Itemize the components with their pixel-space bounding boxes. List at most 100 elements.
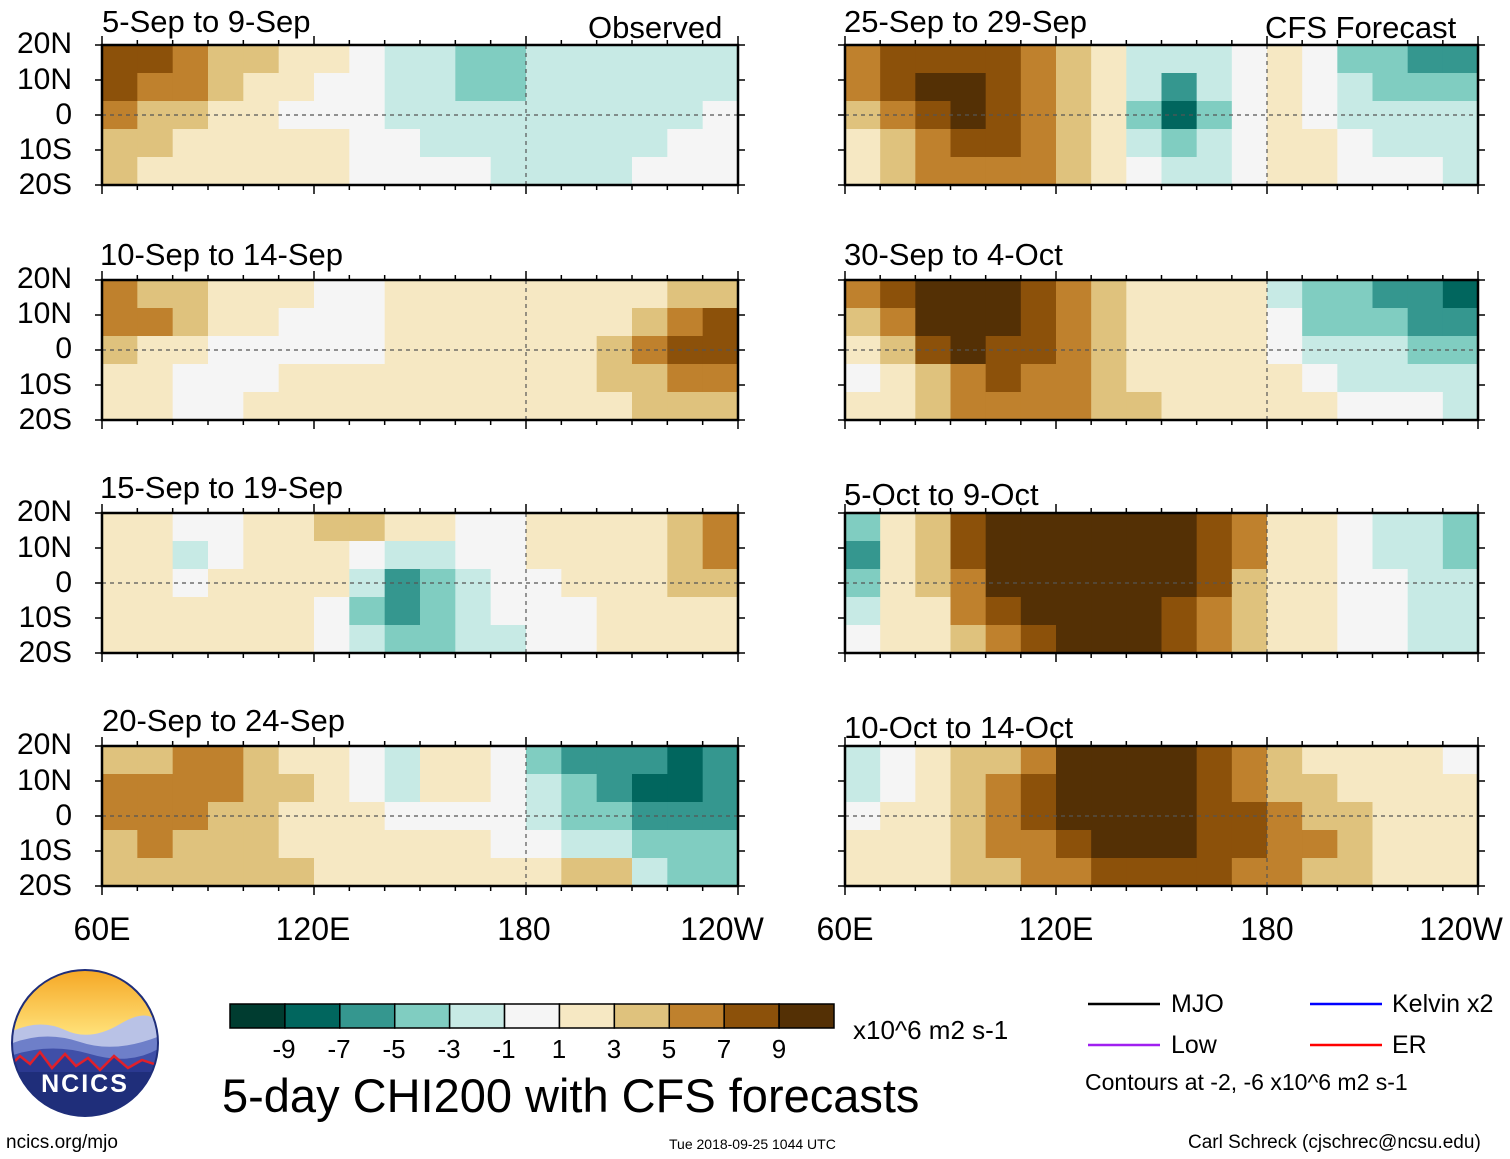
heatmap-cell	[1056, 364, 1092, 393]
heatmap-cell	[950, 280, 987, 309]
heatmap-cell	[1161, 597, 1198, 626]
heatmap-cell	[1442, 392, 1479, 421]
heatmap-cell	[384, 157, 421, 186]
heatmap-cell	[490, 392, 527, 421]
heatmap-cell	[384, 308, 421, 337]
heatmap-cell	[243, 513, 280, 542]
heatmap-cell	[1267, 308, 1303, 337]
heatmap-cell	[561, 157, 598, 186]
y-tick-label: 0	[55, 566, 72, 599]
heatmap-cell	[314, 392, 350, 421]
heatmap-cell	[172, 392, 209, 421]
colorbar-tick-label: -1	[492, 1034, 516, 1064]
heatmap-cell	[384, 280, 421, 309]
heatmap-cell	[1091, 392, 1127, 421]
colorbar-swatch	[448, 1003, 506, 1029]
heatmap-cell	[1267, 392, 1303, 421]
heatmap-cell	[314, 308, 350, 337]
x-tick-label: 60E	[73, 911, 131, 947]
logo-emblem	[11, 969, 159, 1117]
heatmap-cell	[314, 541, 350, 570]
heatmap-cell	[985, 774, 1022, 803]
heatmap-cell	[1091, 830, 1127, 859]
heatmap-cell	[702, 73, 739, 102]
heatmap-cell	[915, 73, 952, 102]
heatmap-cell	[880, 364, 916, 393]
heatmap-cell	[1126, 73, 1163, 102]
heatmap-cell	[1126, 625, 1163, 654]
heatmap-cell	[1442, 774, 1479, 803]
heatmap-cell	[1056, 746, 1092, 775]
heatmap-cell	[1231, 45, 1268, 74]
heatmap-cell	[526, 541, 562, 570]
heatmap-cell	[314, 129, 350, 158]
heatmap-cell	[526, 625, 562, 654]
heatmap-cell	[490, 597, 527, 626]
heatmap-cell	[915, 392, 952, 421]
heatmap-cell	[420, 830, 456, 859]
heatmap-cell	[1020, 73, 1057, 102]
heatmap-cell	[490, 73, 527, 102]
heatmap-cell	[915, 830, 952, 859]
heatmap-cell	[845, 513, 881, 542]
panel-title: 30-Sep to 4-Oct	[844, 237, 1063, 272]
heatmap-cell	[526, 513, 562, 542]
heatmap-cell	[1161, 392, 1198, 421]
heatmap-cell	[561, 364, 598, 393]
heatmap-cell	[1161, 625, 1198, 654]
heatmap-cell	[420, 625, 456, 654]
heatmap-cell	[102, 392, 138, 421]
heatmap-cell	[384, 364, 421, 393]
heatmap-cell	[667, 157, 704, 186]
y-tick-label: 20N	[16, 262, 72, 295]
heatmap-cell	[1196, 280, 1233, 309]
heatmap-cell	[985, 513, 1022, 542]
heatmap-cell	[1091, 513, 1127, 542]
heatmap-cell	[915, 364, 952, 393]
heatmap-cell	[1407, 392, 1444, 421]
heatmap-cell	[1056, 625, 1092, 654]
heatmap-cell	[384, 129, 421, 158]
heatmap-cell	[880, 858, 916, 887]
heatmap-cell	[880, 280, 916, 309]
panel-title: 10-Sep to 14-Sep	[100, 237, 344, 272]
heatmap-cell	[172, 513, 209, 542]
heatmap-cell	[950, 625, 987, 654]
heatmap-cell	[278, 858, 315, 887]
heatmap-cell	[1442, 625, 1479, 654]
heatmap-cell	[526, 308, 562, 337]
heatmap-cell	[490, 541, 527, 570]
heatmap-cell	[845, 597, 881, 626]
heatmap-cell	[880, 541, 916, 570]
heatmap-cell	[1267, 858, 1303, 887]
colorbar-tick-label: 3	[606, 1034, 622, 1064]
heatmap-cell	[208, 830, 244, 859]
heatmap-cell	[1442, 73, 1479, 102]
heatmap-cell	[349, 746, 386, 775]
heatmap-cell	[243, 746, 280, 775]
heatmap-cell	[632, 858, 668, 887]
heatmap-cell	[1372, 597, 1409, 626]
heatmap-cell	[1372, 625, 1409, 654]
heatmap-cell	[1161, 157, 1198, 186]
heatmap-cell	[1056, 830, 1092, 859]
heatmap-cell	[845, 129, 881, 158]
heatmap-cell	[455, 157, 492, 186]
panel-title: 5-Oct to 9-Oct	[844, 477, 1039, 512]
heatmap-cell	[1020, 392, 1057, 421]
site-url[interactable]: ncics.org/mjo	[6, 1132, 118, 1153]
heatmap-cell	[243, 73, 280, 102]
y-tick-label: 10S	[18, 368, 72, 401]
heatmap-panel	[95, 737, 745, 895]
heatmap-panel	[95, 271, 745, 429]
heatmap-cell	[845, 774, 881, 803]
heatmap-cell	[208, 774, 244, 803]
heatmap-cell	[985, 541, 1022, 570]
panel-title: 15-Sep to 19-Sep	[100, 470, 344, 505]
heatmap-cell	[102, 858, 138, 887]
heatmap-cell	[1196, 45, 1233, 74]
heatmap-cell	[1126, 45, 1163, 74]
heatmap-cell	[349, 308, 386, 337]
heatmap-cell	[1091, 280, 1127, 309]
heatmap-cell	[1161, 746, 1198, 775]
